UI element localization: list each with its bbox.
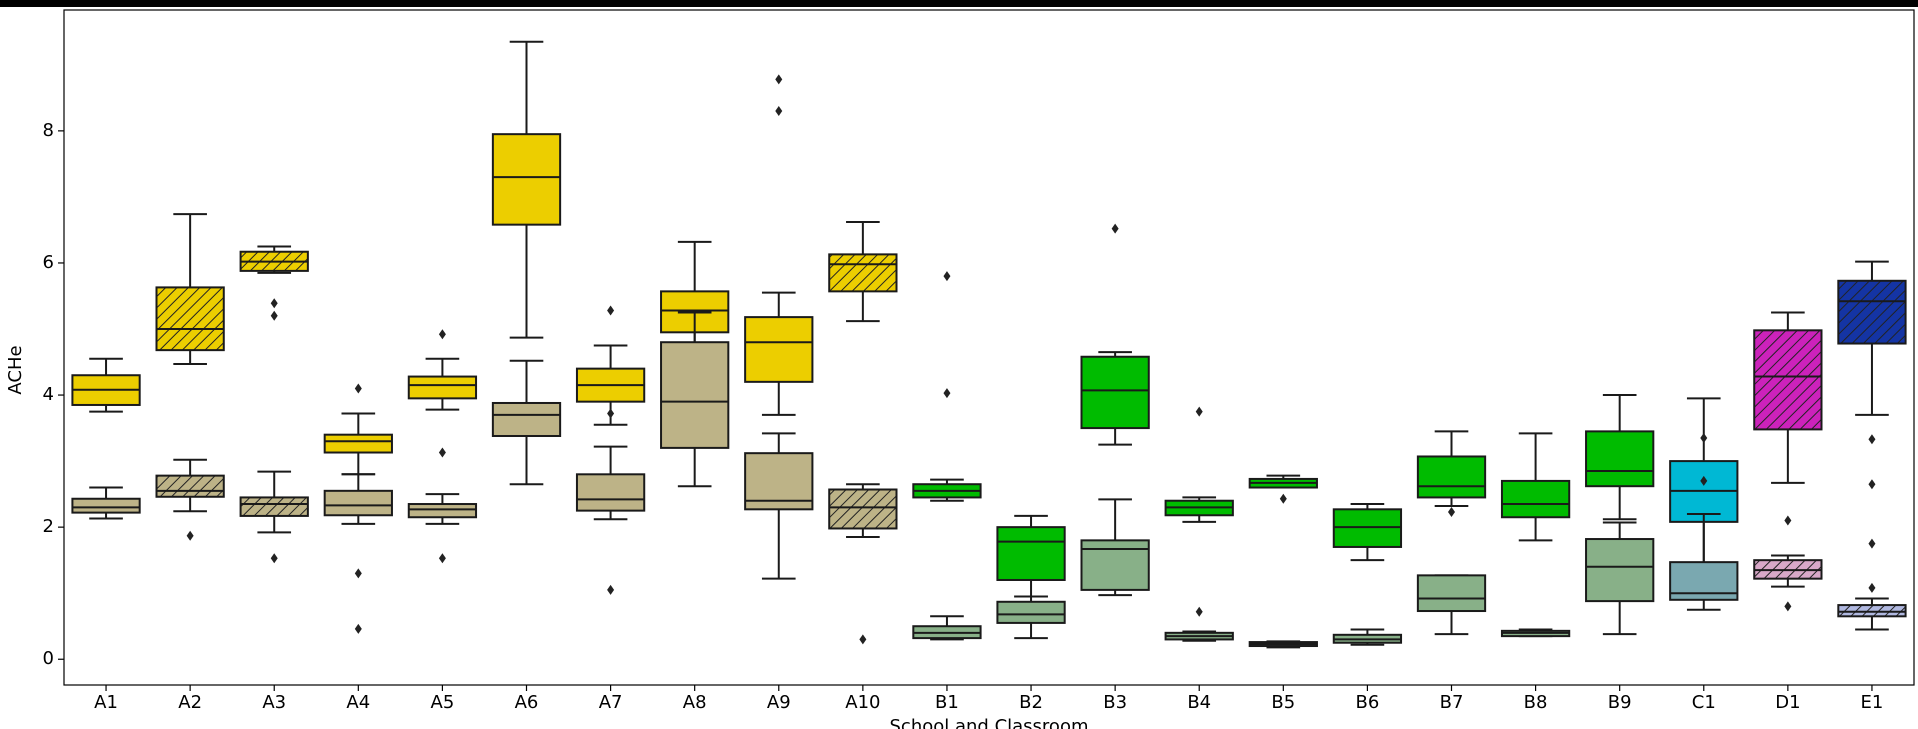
box: [323, 433, 393, 454]
box: [575, 473, 646, 512]
x-tick-label: D1: [1775, 692, 1800, 713]
top-bar: [0, 0, 1918, 7]
box: [491, 133, 562, 226]
outlier: [1784, 601, 1792, 612]
x-tick-label: E1: [1861, 692, 1884, 713]
x-tick-label: A7: [599, 692, 623, 713]
x-tick-label: A2: [178, 692, 202, 713]
box: [744, 316, 814, 383]
outlier: [354, 383, 362, 394]
x-tick-label: A1: [94, 692, 118, 713]
outlier: [1700, 475, 1708, 486]
box: [996, 600, 1066, 624]
box: [1753, 329, 1823, 431]
outlier: [354, 568, 362, 579]
outlier: [438, 447, 446, 458]
outlier: [1195, 406, 1203, 417]
outlier: [775, 106, 783, 117]
outlier: [943, 271, 951, 282]
outlier: [1700, 432, 1708, 443]
outlier: [607, 305, 615, 316]
x-tick-label: B8: [1524, 692, 1548, 713]
y-tick-label: 6: [43, 252, 54, 273]
outlier: [270, 553, 278, 564]
box: [1585, 538, 1655, 603]
x-axis-label: School and Classroom: [890, 716, 1089, 729]
box: [323, 489, 393, 517]
x-tick-label: B6: [1356, 692, 1380, 713]
x-tick-label: B9: [1608, 692, 1632, 713]
x-tick-label: C1: [1692, 692, 1716, 713]
box: [407, 375, 478, 400]
outlier: [270, 310, 278, 321]
outlier: [270, 298, 278, 309]
x-tick-label: B3: [1103, 692, 1127, 713]
box: [71, 497, 141, 514]
x-tick-label: A3: [262, 692, 286, 713]
box: [1416, 455, 1487, 499]
x-tick-label: A8: [683, 692, 707, 713]
x-tick-label: B7: [1440, 692, 1464, 713]
box: [239, 496, 309, 517]
outlier: [859, 634, 867, 645]
x-tick-label: A9: [767, 692, 791, 713]
box: [996, 526, 1066, 581]
outlier: [1868, 479, 1876, 490]
outlier: [438, 553, 446, 564]
outlier: [775, 74, 783, 85]
outlier: [1111, 223, 1119, 234]
box: [1080, 355, 1150, 430]
x-tick-label: B5: [1271, 692, 1295, 713]
box: [491, 401, 562, 438]
outlier: [607, 584, 615, 595]
outlier: [1868, 538, 1876, 549]
x-tick-label: B1: [935, 692, 959, 713]
box: [1416, 574, 1487, 613]
box: [1837, 279, 1907, 345]
x-tick-label: A4: [346, 692, 370, 713]
outlier: [1448, 506, 1455, 517]
outlier: [943, 388, 951, 399]
box: [1500, 479, 1571, 519]
outlier: [1868, 582, 1876, 593]
y-tick-label: 0: [43, 648, 54, 669]
box: [155, 286, 225, 352]
box: [1585, 430, 1655, 488]
outlier: [1868, 434, 1876, 445]
y-tick-label: 8: [43, 120, 54, 141]
x-tick-label: B2: [1019, 692, 1043, 713]
y-tick-label: 4: [43, 384, 54, 405]
x-tick-label: A6: [515, 692, 539, 713]
box: [407, 503, 478, 519]
box: [660, 341, 730, 449]
y-axis-label: ACHe: [5, 345, 26, 394]
plot-frame: [63, 9, 1915, 686]
outlier: [607, 408, 615, 419]
box: [828, 253, 898, 293]
outlier: [1195, 606, 1203, 617]
box: [828, 488, 898, 530]
box: [1080, 539, 1150, 591]
y-tick-label: 2: [43, 516, 54, 537]
outlier: [1784, 515, 1792, 526]
outlier: [1279, 493, 1287, 504]
x-tick-label: B4: [1187, 692, 1211, 713]
outlier: [354, 623, 362, 634]
outlier: [438, 329, 446, 340]
outlier: [186, 530, 194, 541]
x-tick-label: A10: [845, 692, 880, 713]
x-tick-label: A5: [431, 692, 455, 713]
box: [155, 474, 225, 498]
